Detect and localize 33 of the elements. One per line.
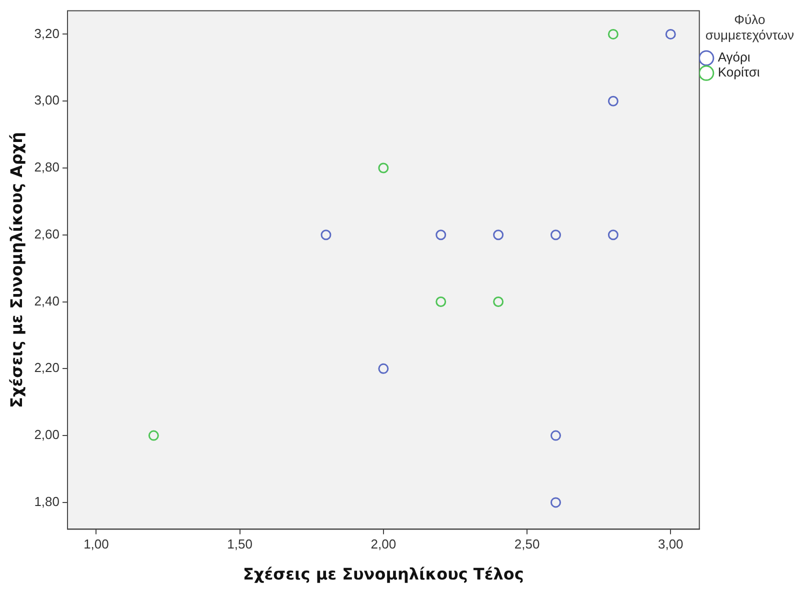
point	[550, 497, 561, 508]
legend-label: Κορίτσι	[718, 64, 760, 80]
point	[320, 230, 332, 240]
y-axis-title: Σχέσεις με Συνομηλίκους Αρχή	[6, 132, 26, 408]
point	[378, 363, 389, 374]
point	[378, 162, 389, 174]
point	[608, 28, 618, 40]
point	[550, 430, 561, 441]
point	[665, 28, 676, 40]
point	[148, 430, 159, 441]
y-tick-label: 2,40	[34, 293, 60, 308]
legend-title: Φύλο συμμετεχόντων	[705, 12, 794, 43]
x-tick-label: 1,00	[84, 536, 109, 552]
y-tick-label: 2,00	[34, 427, 60, 442]
y-tick-label: 2,20	[34, 360, 60, 376]
point	[436, 296, 446, 308]
point	[493, 296, 504, 308]
point	[493, 230, 504, 240]
x-axis-title: Σχέσεις με Συνομηλίκους Τέλος	[243, 564, 524, 584]
point	[436, 230, 446, 240]
legend-label: Αγόρι	[718, 50, 750, 65]
x-tick-label: 1,50	[227, 536, 252, 552]
x-tick-label: 2,00	[370, 536, 396, 552]
point	[608, 96, 618, 106]
x-tick-label: 3,00	[658, 536, 684, 552]
y-tick-label: 3,20	[34, 26, 60, 41]
x-tick-label: 2,50	[514, 536, 540, 552]
y-tick-label: 1,80	[34, 494, 60, 510]
point	[550, 230, 561, 240]
y-tick-label: 3,00	[34, 92, 60, 108]
y-tick-label: 2,80	[34, 160, 60, 175]
point	[608, 230, 618, 240]
y-tick-label: 2,60	[34, 226, 60, 242]
